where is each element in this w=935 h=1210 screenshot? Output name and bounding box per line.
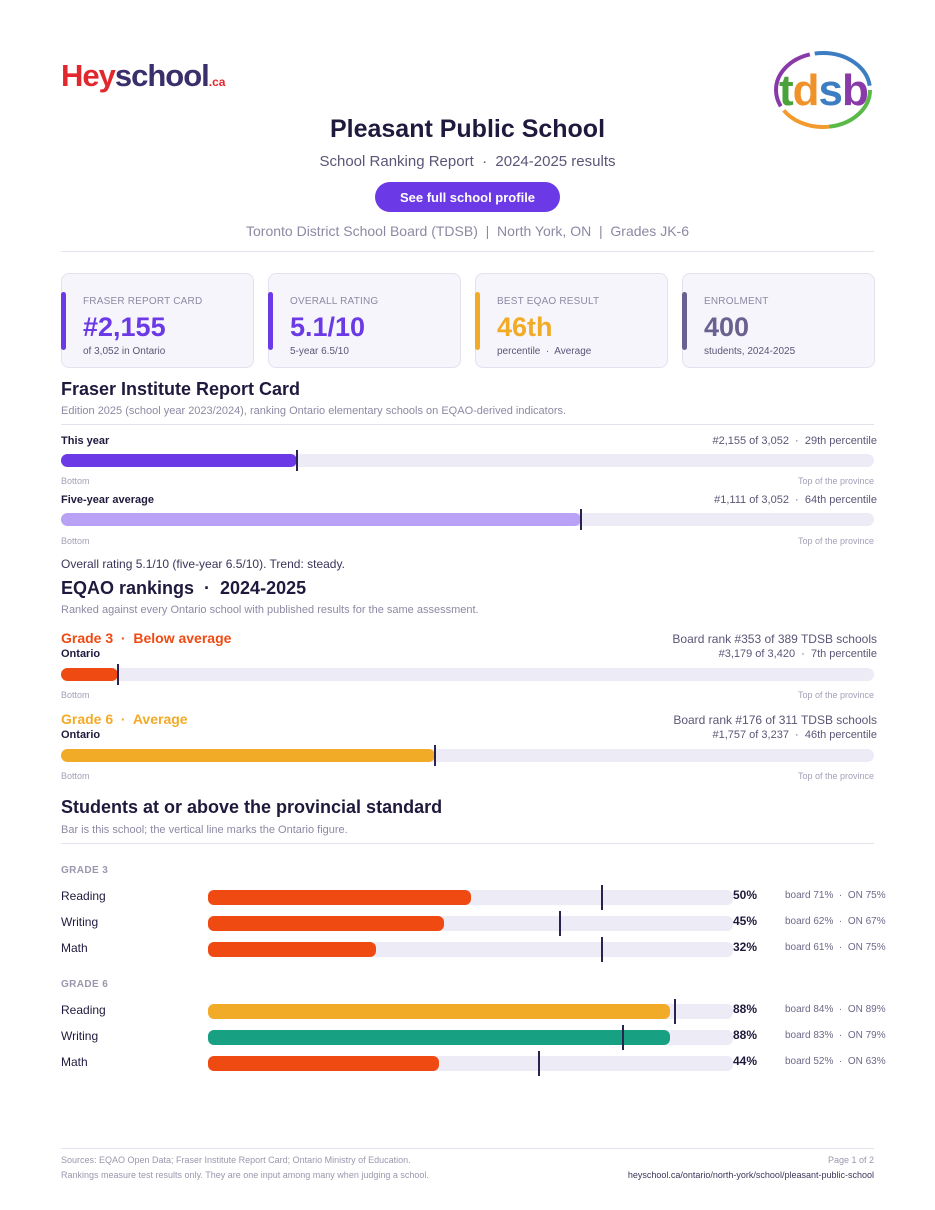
fraser-summary: Overall rating 5.1/10 (five-year 6.5/10)…: [61, 557, 345, 571]
school-percent: 88%: [733, 1002, 758, 1016]
eqao-grade3-scope: Ontario: [61, 648, 101, 660]
ontario-marker: [537, 1051, 540, 1076]
eqao-grade6-marker: [433, 745, 436, 766]
fraser-this-year-ends: Bottom Top of the province: [61, 476, 874, 486]
comparison-text: board 71% · ON 75%: [785, 890, 886, 901]
eqao-title: EQAO rankings · 2024-2025: [61, 578, 307, 598]
profile-url[interactable]: heyschool.ca/ontario/north-york/school/p…: [627, 1170, 874, 1180]
standard-bar: [208, 999, 733, 1024]
eqao-grade3-ends: Bottom Top of the province: [61, 690, 874, 700]
subject-label: Writing: [61, 1029, 99, 1043]
fraser-five-year-label: Five-year average: [61, 494, 154, 506]
card-best-eqao: BEST EQAO RESULT 46th percentile · Avera…: [475, 273, 668, 368]
eqao-grade6-scope: Ontario: [61, 729, 101, 741]
comparison-text: board 52% · ON 63%: [785, 1056, 886, 1067]
school-value-fill: [208, 890, 471, 905]
fraser-this-year-fill: [61, 454, 297, 467]
fraser-five-year-marker: [580, 509, 583, 530]
fraser-this-year-rank: #2,155 of 3,052 · 29th percentile: [712, 435, 877, 447]
school-value-fill: [208, 1030, 670, 1045]
footer-sources: Sources: EQAO Open Data; Fraser Institut…: [61, 1155, 429, 1180]
comparison-text: board 61% · ON 75%: [785, 942, 886, 953]
eqao-desc: Ranked against every Ontario school with…: [61, 604, 479, 616]
school-title: Pleasant Public School: [329, 115, 606, 143]
divider: [61, 1148, 874, 1149]
standard-bar: [208, 885, 733, 910]
school-value-fill: [208, 916, 445, 931]
fraser-this-year-bar: [61, 450, 874, 471]
report-subtitle: School Ranking Report · 2024-2025 result…: [319, 153, 616, 170]
eqao-grade6-ontario-rank: #1,757 of 3,237 · 46th percentile: [712, 729, 877, 741]
eqao-grade3-ontario-rank: #3,179 of 3,420 · 7th percentile: [718, 648, 877, 660]
comparison-text: board 83% · ON 79%: [785, 1030, 886, 1041]
standard-bar: [208, 937, 733, 962]
fraser-five-year-bar: [61, 509, 874, 530]
comparison-text: board 62% · ON 67%: [785, 916, 886, 927]
eqao-grade6-title: Grade 6 · Average: [61, 711, 188, 727]
ontario-marker: [558, 911, 561, 936]
school-meta: Toronto District School Board (TDSB) | N…: [246, 223, 689, 239]
tdsb-logo: tdsb: [773, 48, 873, 132]
standard-bar: [208, 1051, 733, 1076]
page-number: Page 1 of 2: [827, 1155, 874, 1165]
fraser-this-year-label: This year: [61, 435, 110, 447]
school-percent: 44%: [733, 1054, 758, 1068]
card-enrolment: ENROLMENT 400 students, 2024-2025: [682, 273, 875, 368]
fraser-title: Fraser Institute Report Card: [61, 379, 301, 399]
eqao-grade3-marker: [116, 664, 119, 685]
eqao-grade6-board-rank: Board rank #176 of 311 TDSB schools: [673, 713, 877, 727]
comparison-text: board 84% · ON 89%: [785, 1004, 886, 1015]
fraser-desc: Edition 2025 (school year 2023/2024), ra…: [61, 405, 567, 417]
standard-bar: [208, 1025, 733, 1050]
tdsb-ring-icon: [774, 51, 872, 129]
standard-bar: [208, 911, 733, 936]
footer-page-info: Page 1 of 2 heyschool.ca/ontario/north-y…: [628, 1153, 874, 1183]
divider: [61, 843, 874, 844]
subject-label: Reading: [61, 889, 106, 903]
eqao-grade3-fill: [61, 668, 118, 681]
divider: [61, 424, 874, 425]
school-percent: 88%: [733, 1028, 758, 1042]
subject-label: Reading: [61, 1003, 106, 1017]
divider: [61, 251, 874, 252]
fraser-five-year-fill: [61, 513, 582, 526]
grade-heading: GRADE 6: [61, 979, 109, 990]
fraser-five-year-rank: #1,111 of 3,052 · 64th percentile: [714, 494, 877, 506]
school-value-fill: [208, 1004, 670, 1019]
school-value-fill: [208, 1056, 439, 1071]
eqao-grade3-title: Grade 3 · Below average: [61, 630, 232, 646]
standard-desc: Bar is this school; the vertical line ma…: [61, 824, 348, 836]
ontario-marker: [674, 999, 677, 1024]
eqao-grade3-board-rank: Board rank #353 of 389 TDSB schools: [672, 632, 877, 646]
ontario-marker: [621, 1025, 624, 1050]
school-percent: 32%: [733, 940, 758, 954]
eqao-grade6-bar: [61, 745, 874, 766]
school-value-fill: [208, 942, 376, 957]
school-percent: 50%: [733, 888, 758, 902]
ontario-marker: [600, 937, 603, 962]
subject-label: Math: [61, 941, 88, 955]
subject-label: Math: [61, 1055, 88, 1069]
eqao-grade6-ends: Bottom Top of the province: [61, 771, 874, 781]
grade-heading: GRADE 3: [61, 865, 109, 876]
eqao-grade6-fill: [61, 749, 435, 762]
subject-label: Writing: [61, 915, 99, 929]
fraser-five-year-ends: Bottom Top of the province: [61, 536, 874, 546]
school-percent: 45%: [733, 914, 758, 928]
ontario-marker: [600, 885, 603, 910]
standard-title: Students at or above the provincial stan…: [61, 797, 443, 817]
card-overall-rating: OVERALL RATING 5.1/10 5-year 6.5/10: [268, 273, 461, 368]
fraser-this-year-marker: [295, 450, 298, 471]
heyschool-logo[interactable]: Heyschool.ca: [61, 58, 226, 93]
card-fraser: FRASER REPORT CARD #2,155 of 3,052 in On…: [61, 273, 254, 368]
eqao-grade3-bar: [61, 664, 874, 685]
full-profile-button[interactable]: See full school profile: [375, 182, 560, 212]
